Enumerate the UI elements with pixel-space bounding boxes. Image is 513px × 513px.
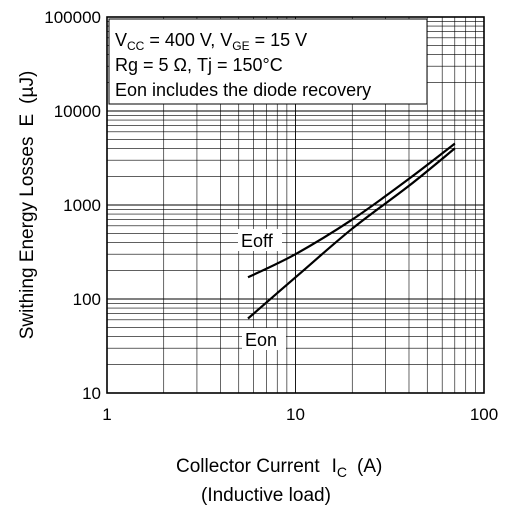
eon-label-bg xyxy=(242,328,286,350)
conditions-line-3: Eon includes the diode recovery xyxy=(115,80,371,100)
x-axis-subtitle: (Inductive load) xyxy=(201,485,331,506)
conditions-line-2: Rg = 5 Ω, Tj = 150°C xyxy=(115,55,283,75)
plot-frame xyxy=(106,16,485,394)
y-tick-label: 10000 xyxy=(54,102,101,121)
y-tick-label: 1000 xyxy=(63,196,101,215)
eoff-label-bg xyxy=(238,229,282,251)
eon-series-label: Eon xyxy=(245,330,277,350)
y-tick-label: 10 xyxy=(82,384,101,403)
y-axis-title: Swithing Energy LossesE(µJ) xyxy=(17,71,38,340)
eoff-series-line xyxy=(247,142,456,279)
x-tick-label: 1 xyxy=(102,405,111,424)
eoff-series-label: Eoff xyxy=(241,231,274,251)
x-tick-label: 10 xyxy=(286,405,305,424)
y-tick-label: 100 xyxy=(73,290,101,309)
eon-series-line xyxy=(247,147,456,320)
curves xyxy=(247,142,456,320)
y-tick-label: 100000 xyxy=(44,8,101,27)
conditions-line-1: VCC = 400 V, VGE = 15 V xyxy=(115,30,307,53)
x-tick-label: 100 xyxy=(470,405,498,424)
x-axis-title: Collector Current IC (A) xyxy=(176,456,382,480)
conditions-box xyxy=(108,18,428,105)
